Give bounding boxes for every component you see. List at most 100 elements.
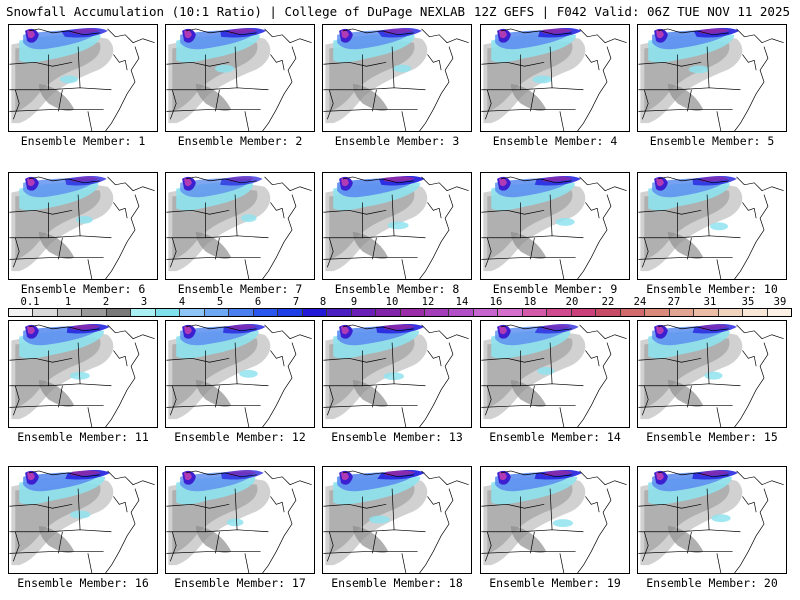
colorbar-tick-label: 31 [703, 296, 717, 308]
colorbar-swatch [302, 309, 328, 316]
colorbar-swatch [180, 309, 205, 316]
colorbar-tick-label: 24 [633, 296, 647, 308]
colorbar-swatch [596, 309, 621, 316]
colorbar-swatch [547, 309, 572, 316]
colorbar-tick-label: 22 [601, 296, 615, 308]
member-map-svg [9, 175, 155, 279]
member-map-svg [166, 27, 312, 131]
ensemble-member-map [8, 24, 158, 132]
snowfall-shading [11, 175, 114, 272]
ensemble-member-map [637, 320, 787, 428]
map-outlines [9, 470, 155, 573]
colorbar-tick-label: 3 [140, 296, 148, 308]
snowfall-shading [168, 175, 271, 272]
snowfall-shading [640, 27, 743, 124]
snowfall-shading [325, 175, 428, 272]
colorbar-tick-label: 14 [455, 296, 469, 308]
map-outlines [638, 470, 784, 573]
map-outlines [481, 176, 627, 279]
member-caption: Ensemble Member: 15 [646, 430, 778, 444]
member-caption: Ensemble Member: 1 [20, 134, 146, 148]
member-caption: Ensemble Member: 9 [492, 282, 618, 296]
colorbar-swatch [155, 309, 181, 316]
header: Snowfall Accumulation (10:1 Ratio) | Col… [0, 0, 800, 24]
ensemble-member-map [8, 172, 158, 280]
run-valid-info: 12Z GEFS | F042 Valid: 06Z TUE NOV 11 20… [473, 4, 790, 19]
member-map-svg [481, 469, 627, 573]
ensemble-member-map [165, 466, 315, 574]
member-caption: Ensemble Member: 17 [174, 576, 306, 590]
snowfall-shading [11, 27, 114, 124]
colorbar-tick-label: 6 [254, 296, 262, 308]
colorbar-swatch [9, 309, 34, 316]
colorbar-swatch [620, 309, 646, 316]
snowfall-shading [168, 323, 271, 420]
ensemble-member-map [322, 320, 472, 428]
member-caption: Ensemble Member: 3 [334, 134, 460, 148]
member-map-svg [638, 323, 784, 427]
snowfall-shading [483, 27, 586, 124]
ensemble-member-map [480, 320, 630, 428]
colorbar: 0.1 1 2 3 4 5 6 7 8 9 10 12 14 16 18 20 22 24 27 31 35 39 [8, 296, 792, 322]
colorbar-tick-label: 0.1 [20, 296, 40, 308]
colorbar-tick-label: 16 [489, 296, 503, 308]
map-outlines [638, 176, 784, 279]
snowfall-shading [483, 175, 586, 272]
member-map-svg [638, 175, 784, 279]
ensemble-member-map [322, 172, 472, 280]
colorbar-tick-label: 18 [523, 296, 537, 308]
snowfall-shading [640, 323, 743, 420]
colorbar-tick-label: 39 [773, 296, 787, 308]
colorbar-swatch [33, 309, 58, 316]
colorbar-tick-label: 4 [178, 296, 186, 308]
ensemble-member-map [8, 320, 158, 428]
snowfall-shading [640, 175, 743, 272]
member-map-svg [166, 175, 312, 279]
snowfall-shading [325, 469, 428, 566]
map-outlines [481, 470, 627, 573]
colorbar-tick-label: 2 [102, 296, 110, 308]
map-outlines [166, 176, 312, 279]
colorbar-swatch [669, 309, 695, 316]
colorbar-swatch [278, 309, 303, 316]
colorbar-swatch [106, 309, 132, 316]
colorbar-swatch [498, 309, 523, 316]
member-map-svg [9, 469, 155, 573]
snowfall-shading [483, 469, 586, 566]
colorbar-swatch [645, 309, 670, 316]
ensemble-member-map [8, 466, 158, 574]
member-caption: Ensemble Member: 19 [489, 576, 621, 590]
member-caption: Ensemble Member: 5 [649, 134, 775, 148]
map-outlines [166, 470, 312, 573]
colorbar-swatch [376, 309, 401, 316]
colorbar-swatch [131, 309, 156, 316]
member-caption: Ensemble Member: 12 [174, 430, 306, 444]
member-caption: Ensemble Member: 16 [17, 576, 149, 590]
snowfall-shading [168, 469, 271, 566]
member-caption: Ensemble Member: 20 [646, 576, 778, 590]
member-map-svg [481, 175, 627, 279]
colorbar-tick-label: 5 [216, 296, 224, 308]
colorbar-swatch [449, 309, 474, 316]
member-map-svg [323, 175, 469, 279]
colorbar-swatch [743, 309, 768, 316]
ensemble-member-map [480, 24, 630, 132]
colorbar-tick-label: 9 [350, 296, 358, 308]
snowfall-shading [11, 469, 114, 566]
snowfall-shading [168, 27, 271, 124]
map-outlines [481, 324, 627, 427]
ensemble-member-map [637, 24, 787, 132]
map-outlines [323, 324, 469, 427]
map-outlines [9, 28, 155, 131]
map-outlines [323, 176, 469, 279]
snowfall-shading [640, 469, 743, 566]
colorbar-swatch [229, 309, 254, 316]
colorbar-swatch [522, 309, 548, 316]
colorbar-tick-label: 20 [565, 296, 579, 308]
member-caption: Ensemble Member: 4 [492, 134, 618, 148]
product-title: Snowfall Accumulation (10:1 Ratio) | Col… [6, 4, 466, 19]
member-map-svg [166, 323, 312, 427]
colorbar-swatch [327, 309, 352, 316]
colorbar-tick-label: 35 [741, 296, 755, 308]
member-caption: Ensemble Member: 10 [646, 282, 778, 296]
